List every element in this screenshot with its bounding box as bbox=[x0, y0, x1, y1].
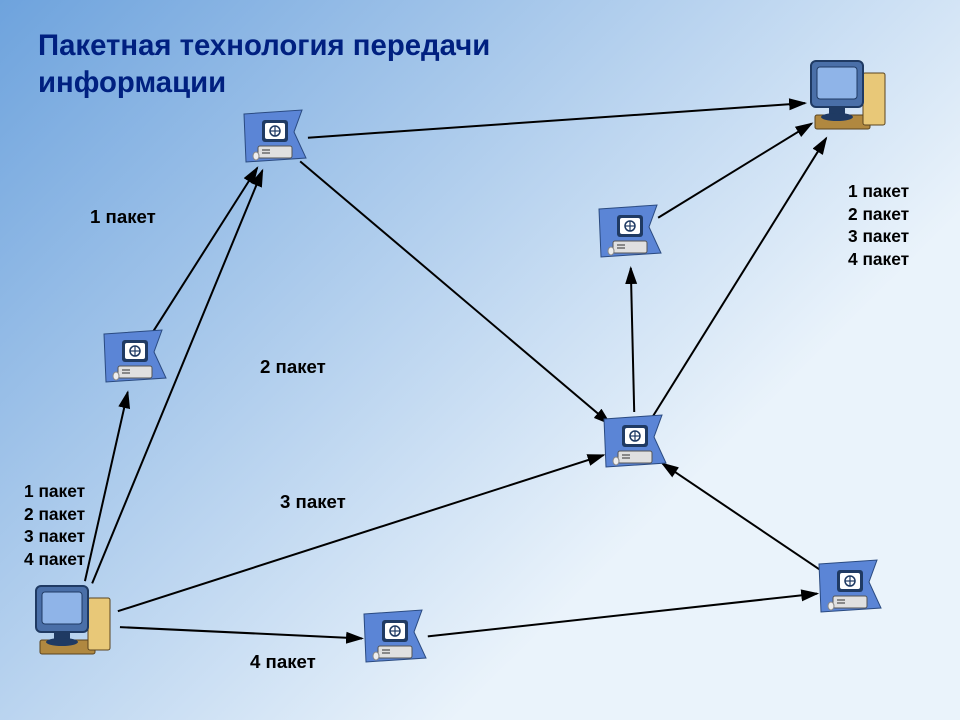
edge-arrow bbox=[428, 594, 817, 637]
lbl-right-list: 1 пакет 2 пакет 3 пакет 4 пакет bbox=[848, 180, 909, 270]
edge-arrow bbox=[658, 124, 812, 218]
node-dest bbox=[805, 55, 895, 150]
node-d bbox=[600, 413, 670, 477]
node-b bbox=[240, 108, 310, 172]
edge-arrow bbox=[120, 627, 362, 638]
edge-arrow bbox=[153, 168, 258, 332]
node-src bbox=[30, 580, 120, 675]
lbl-4-packet: 4 пакет bbox=[250, 650, 316, 674]
node-e bbox=[360, 608, 430, 672]
node-f bbox=[815, 558, 885, 622]
edge-arrow bbox=[85, 392, 128, 581]
lbl-1-packet: 1 пакет bbox=[90, 205, 156, 229]
edge-arrow bbox=[300, 161, 610, 423]
edge-arrow bbox=[662, 463, 822, 571]
node-c bbox=[595, 203, 665, 267]
lbl-left-list: 1 пакет 2 пакет 3 пакет 4 пакет bbox=[24, 480, 85, 570]
lbl-3-packet: 3 пакет bbox=[280, 490, 346, 514]
node-a bbox=[100, 328, 170, 392]
edge-arrow bbox=[308, 103, 805, 138]
lbl-2-packet: 2 пакет bbox=[260, 355, 326, 379]
edge-arrow bbox=[631, 268, 634, 412]
edge-arrow bbox=[118, 455, 604, 611]
diagram-title: Пакетная технология передачи информации bbox=[38, 28, 490, 101]
diagram-canvas: Пакетная технология передачи информации … bbox=[0, 0, 960, 720]
edge-arrow bbox=[652, 138, 826, 417]
